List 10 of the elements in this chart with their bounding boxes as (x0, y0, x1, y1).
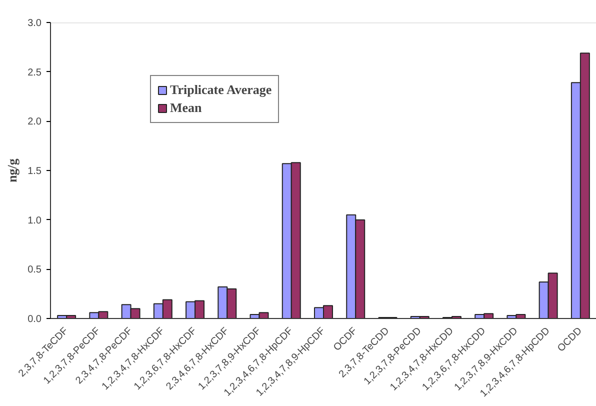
y-tick-label: 3.0 (28, 18, 42, 29)
y-tick-label: 1.0 (28, 215, 42, 226)
y-tick-label: 2.5 (28, 67, 42, 78)
y-axis-title: ng/g (4, 158, 20, 182)
y-tick-label: 0.0 (28, 314, 42, 325)
legend-label: Triplicate Average (170, 82, 272, 98)
y-tick-label: 2.0 (28, 116, 42, 128)
y-tick-label: 0.5 (28, 264, 42, 276)
legend-label: Mean (170, 100, 202, 116)
y-tick-label: 1.5 (28, 166, 42, 177)
